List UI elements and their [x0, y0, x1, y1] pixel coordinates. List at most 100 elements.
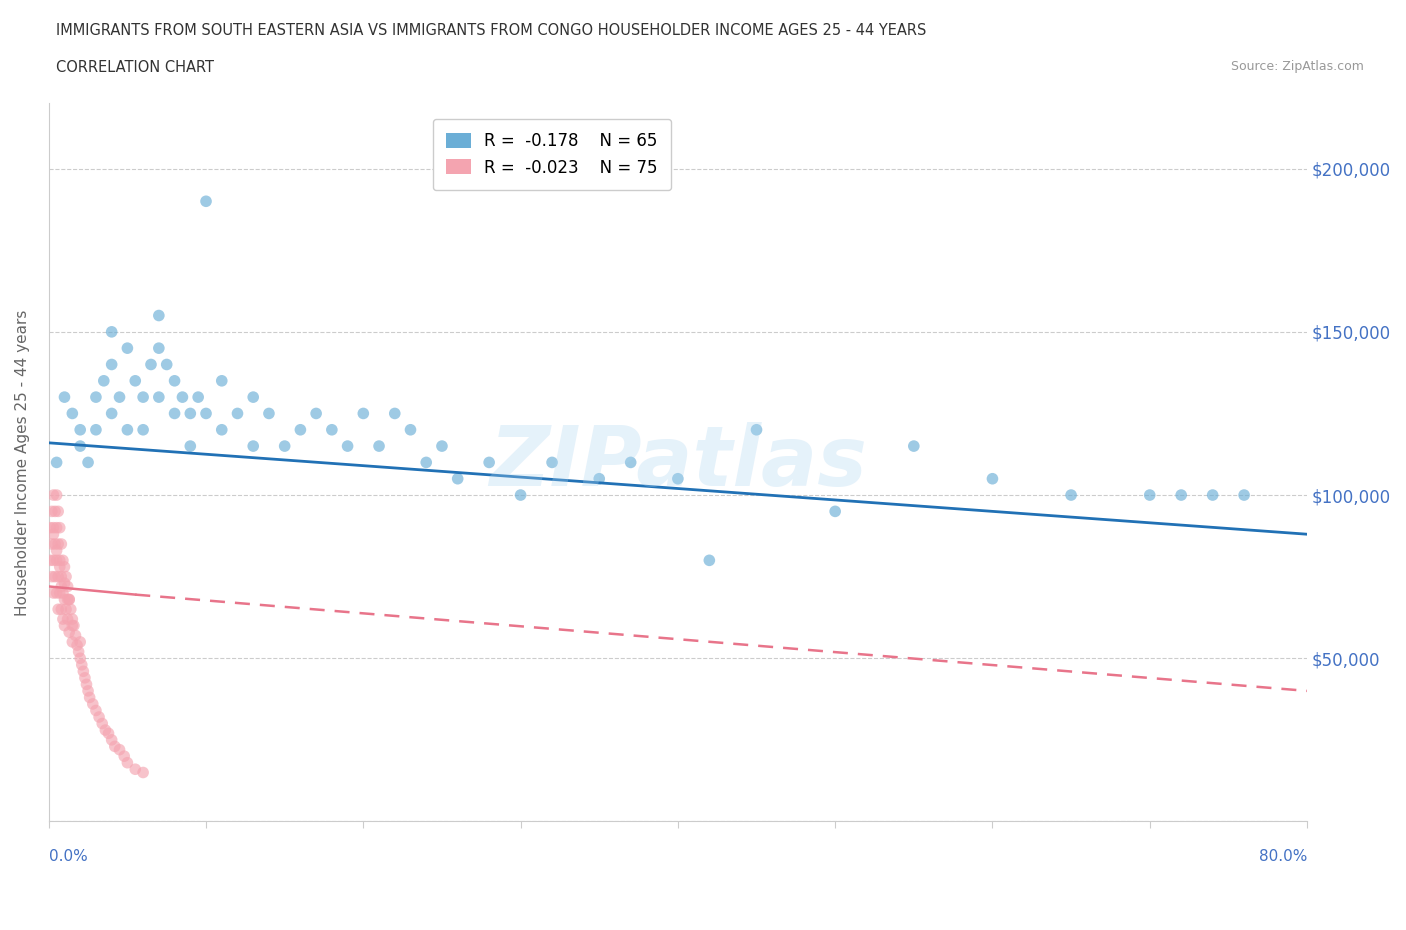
Point — [45, 487, 67, 502]
Point — [42, 487, 65, 502]
Point — [91, 716, 114, 731]
Point — [60, 634, 83, 649]
Point — [156, 357, 179, 372]
Point — [148, 308, 170, 323]
Point — [108, 390, 131, 405]
Point — [65, 628, 87, 643]
Point — [41, 537, 63, 551]
Point — [55, 569, 77, 584]
Point — [49, 553, 72, 568]
Point — [44, 569, 66, 584]
Point — [77, 684, 100, 698]
Point — [45, 543, 67, 558]
Point — [52, 586, 75, 601]
Point — [53, 576, 76, 591]
Point — [100, 357, 122, 372]
Point — [56, 592, 79, 607]
Point — [172, 390, 194, 405]
Point — [117, 340, 139, 355]
Point — [77, 455, 100, 470]
Point — [45, 586, 67, 601]
Text: CORRELATION CHART: CORRELATION CHART — [56, 60, 214, 75]
Point — [112, 749, 135, 764]
Point — [242, 390, 264, 405]
Point — [60, 618, 83, 633]
Point — [336, 439, 359, 454]
Point — [42, 520, 65, 535]
Point — [53, 618, 76, 633]
Point — [45, 520, 67, 535]
Point — [117, 755, 139, 770]
Point — [84, 703, 107, 718]
Point — [44, 504, 66, 519]
Point — [58, 592, 80, 607]
Point — [51, 537, 73, 551]
Point — [94, 723, 117, 737]
Legend: R =  -0.178    N = 65, R =  -0.023    N = 75: R = -0.178 N = 65, R = -0.023 N = 75 — [433, 119, 671, 190]
Point — [117, 422, 139, 437]
Point — [69, 651, 91, 666]
Point — [132, 390, 155, 405]
Point — [620, 455, 643, 470]
Point — [541, 455, 564, 470]
Point — [58, 625, 80, 640]
Point — [195, 193, 218, 208]
Point — [51, 602, 73, 617]
Point — [56, 579, 79, 594]
Point — [49, 560, 72, 575]
Point — [368, 439, 391, 454]
Point — [39, 553, 62, 568]
Point — [56, 612, 79, 627]
Point — [226, 406, 249, 421]
Point — [305, 406, 328, 421]
Point — [1139, 487, 1161, 502]
Point — [46, 537, 69, 551]
Point — [139, 357, 162, 372]
Point — [824, 504, 846, 519]
Point — [46, 602, 69, 617]
Point — [903, 439, 925, 454]
Point — [163, 373, 186, 388]
Point — [60, 612, 83, 627]
Point — [509, 487, 531, 502]
Point — [51, 569, 73, 584]
Point — [46, 569, 69, 584]
Point — [745, 422, 768, 437]
Point — [242, 439, 264, 454]
Point — [100, 406, 122, 421]
Point — [82, 697, 104, 711]
Point — [84, 390, 107, 405]
Point — [41, 569, 63, 584]
Point — [41, 504, 63, 519]
Point — [100, 733, 122, 748]
Point — [352, 406, 374, 421]
Point — [108, 742, 131, 757]
Point — [52, 553, 75, 568]
Point — [42, 526, 65, 541]
Point — [45, 553, 67, 568]
Point — [63, 618, 86, 633]
Point — [53, 592, 76, 607]
Text: 80.0%: 80.0% — [1258, 849, 1308, 864]
Point — [132, 422, 155, 437]
Point — [60, 406, 83, 421]
Point — [148, 340, 170, 355]
Point — [104, 739, 127, 754]
Point — [49, 586, 72, 601]
Point — [42, 586, 65, 601]
Point — [124, 762, 146, 777]
Point — [100, 325, 122, 339]
Point — [52, 612, 75, 627]
Point — [87, 710, 110, 724]
Point — [69, 422, 91, 437]
Point — [1201, 487, 1223, 502]
Point — [211, 373, 233, 388]
Point — [42, 553, 65, 568]
Point — [84, 422, 107, 437]
Point — [97, 726, 120, 741]
Point — [163, 406, 186, 421]
Point — [415, 455, 437, 470]
Text: ZIPatlas: ZIPatlas — [489, 422, 868, 503]
Point — [66, 638, 89, 653]
Point — [273, 439, 295, 454]
